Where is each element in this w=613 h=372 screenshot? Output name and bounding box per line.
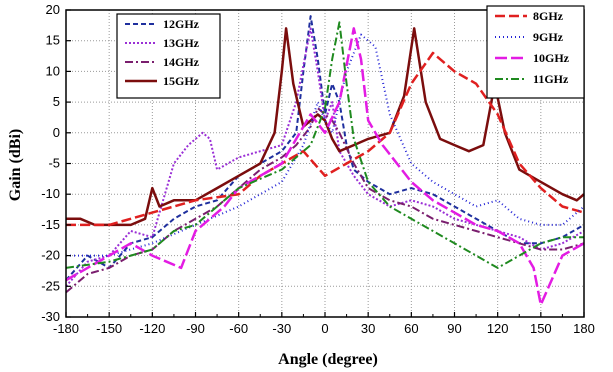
x-tick-label: -60 [229, 321, 248, 336]
x-tick-label: -150 [96, 321, 122, 336]
y-tick-label: 15 [46, 33, 60, 48]
y-tick-label: 20 [46, 2, 60, 17]
legend-label: 10GHz [533, 51, 570, 65]
x-tick-label: -180 [53, 321, 79, 336]
x-tick-label: 180 [573, 321, 595, 336]
y-tick-label: -15 [41, 217, 60, 232]
series-line-10GHz [65, 27, 585, 306]
series-line-13GHz [65, 27, 585, 287]
x-tick-label: 0 [321, 321, 328, 336]
x-tick-label: 60 [404, 321, 418, 336]
y-tick-label: -10 [41, 186, 60, 201]
legend-label: 12GHz [163, 17, 200, 31]
series-line-8GHz [66, 51, 585, 227]
plot-frame [65, 9, 585, 318]
x-tick-label: -90 [186, 321, 205, 336]
legend-box [116, 13, 221, 99]
series-lines [65, 15, 585, 306]
x-axis-title: Angle (degree) [278, 351, 378, 368]
y-tick-label: -25 [41, 278, 60, 293]
x-tick-label: 150 [530, 321, 552, 336]
series-line-9GHz [66, 33, 585, 257]
legend-label: 15GHz [163, 74, 200, 88]
legend-label: 14GHz [163, 55, 200, 69]
series-line-12GHz [65, 15, 585, 281]
legend-label: 13GHz [163, 36, 200, 50]
legend-box [486, 5, 585, 99]
y-tick-label: -20 [41, 248, 60, 263]
y-tick-label: 0 [53, 125, 60, 140]
x-tick-label: -30 [272, 321, 291, 336]
legend-label: 11GHz [533, 72, 569, 86]
legend-left: 12GHz 13GHz 14GHz 15GHz [116, 13, 221, 99]
y-tick-label: 10 [46, 63, 60, 78]
x-tick-label: 30 [361, 321, 375, 336]
y-tick-label: 5 [53, 94, 60, 109]
x-tick-label: 120 [487, 321, 509, 336]
x-tick-label: -120 [139, 321, 165, 336]
legend-label: 8GHz [533, 9, 564, 23]
y-tick-label: -5 [48, 156, 60, 171]
y-axis-title: Gain (dBi) [7, 129, 24, 201]
series-line-11GHz [65, 21, 584, 269]
y-tick-label: -30 [41, 309, 60, 324]
x-tick-label: 90 [447, 321, 461, 336]
legend-label: 9GHz [533, 30, 564, 44]
legend-right: 8GHz 9GHz 10GHz 11GHz [486, 5, 585, 99]
